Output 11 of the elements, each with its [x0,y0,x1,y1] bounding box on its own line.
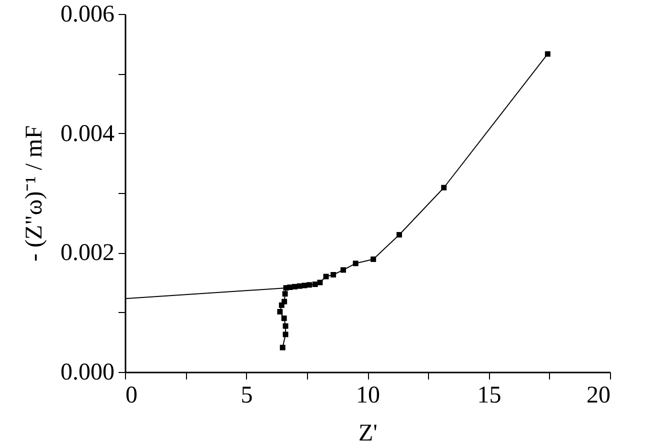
x-axis-title: Z' [358,420,378,444]
y-axis-title: - (Z"ω)⁻¹ / mF [22,125,48,262]
x-tick-label: 15 [477,382,502,408]
y-tick-label: 0.000 [60,360,114,386]
x-tick-label: 5 [240,382,253,408]
y-tick-label: 0.006 [60,2,114,28]
y-tick-label: 0.004 [60,120,114,147]
x-tick-label: 0 [126,382,138,408]
x-tick-label: 10 [356,382,380,408]
y-tick-label: 0.002 [60,240,114,266]
x-tick-label: 20 [586,382,610,408]
